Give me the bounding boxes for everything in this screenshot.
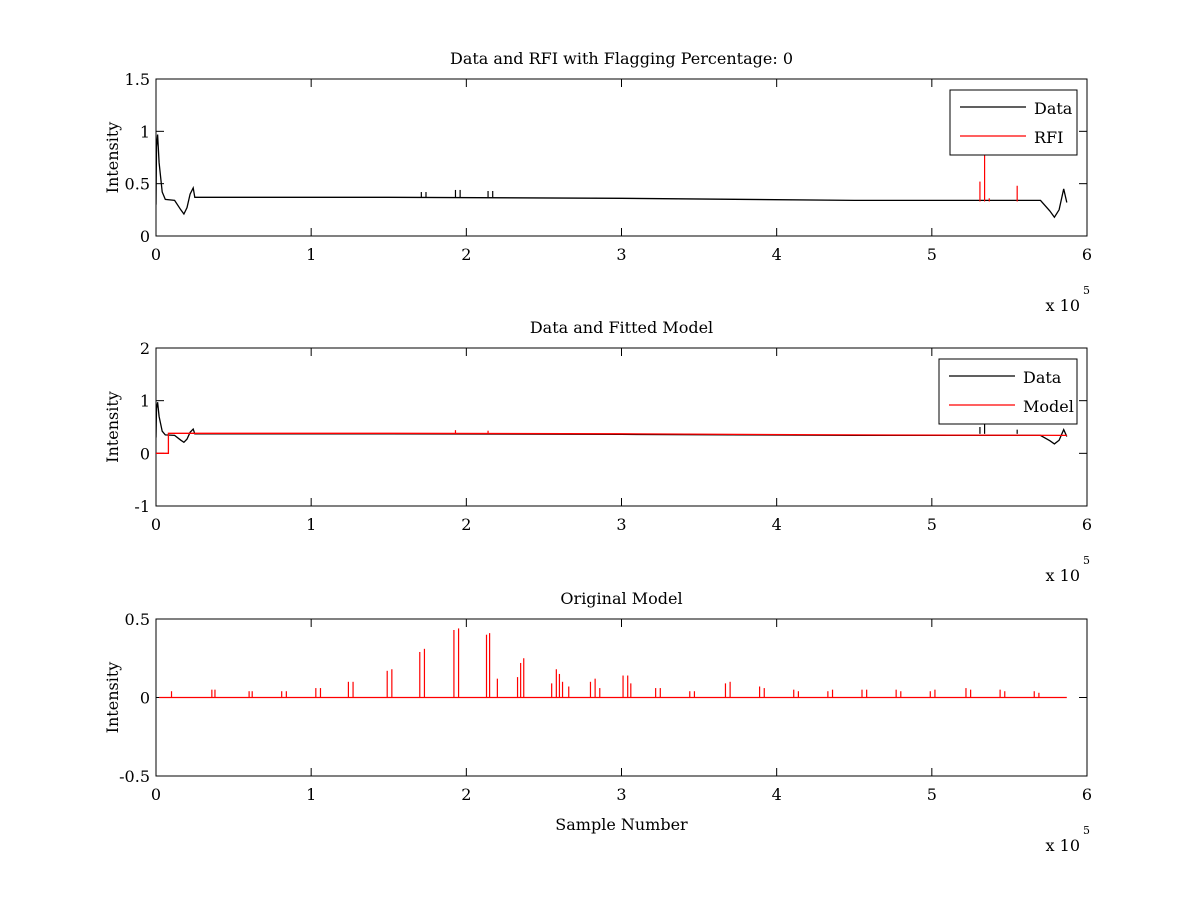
x-axis-label: Sample Number: [555, 815, 688, 834]
subplot-title: Original Model: [560, 589, 682, 608]
y-tick-label: 0.5: [125, 610, 150, 629]
x-exponent-base: x 10: [1046, 566, 1080, 585]
y-tick-label: 1.5: [125, 70, 150, 89]
subplot-title: Data and Fitted Model: [530, 318, 713, 337]
x-tick-label: 5: [927, 515, 937, 534]
legend-label: Model: [1023, 397, 1074, 416]
y-axis-label: Intensity: [103, 391, 122, 463]
legend-label: Data: [1023, 368, 1062, 387]
legend-label: Data: [1034, 99, 1073, 118]
x-tick-label: 2: [461, 515, 471, 534]
x-tick-label: 4: [772, 515, 782, 534]
x-tick-label: 6: [1082, 785, 1092, 804]
axes-box: [155, 78, 1088, 237]
series-line-data: [156, 402, 1068, 445]
x-tick-label: 4: [772, 245, 782, 264]
x-exponent-power: 5: [1083, 824, 1090, 837]
legend: Data Model: [938, 358, 1078, 425]
y-tick-label: 0: [140, 689, 150, 708]
y-axis-label: Intensity: [103, 662, 122, 734]
x-exponent-power: 5: [1083, 284, 1090, 297]
x-tick-label: 0: [151, 515, 161, 534]
x-tick-label: 0: [151, 245, 161, 264]
legend-label: RFI: [1034, 128, 1063, 147]
y-tick-label: -1: [134, 497, 150, 516]
x-tick-label: 6: [1082, 245, 1092, 264]
y-tick-label: 1: [140, 122, 150, 141]
x-exponent-power: 5: [1083, 554, 1090, 567]
x-tick-label: 3: [616, 515, 626, 534]
x-tick-label: 5: [927, 785, 937, 804]
series-line-data: [156, 134, 1068, 219]
y-tick-label: 1: [140, 392, 150, 411]
x-tick-label: 1: [306, 515, 316, 534]
x-tick-label: 3: [616, 785, 626, 804]
x-tick-label: 2: [461, 785, 471, 804]
axes-root: 0 1 2 3 4 5 6 0 0.5 1 1.5 Data and RFI with Flaggin…: [103, 49, 1092, 855]
x-tick-label: 2: [461, 245, 471, 264]
y-tick-label: -0.5: [119, 767, 150, 786]
x-tick-label: 1: [306, 245, 316, 264]
y-tick-label: 0: [140, 227, 150, 246]
x-exponent-base: x 10: [1046, 296, 1080, 315]
x-tick-label: 6: [1082, 515, 1092, 534]
y-axis-label: Intensity: [103, 122, 122, 194]
y-tick-label: 2: [140, 339, 150, 358]
x-tick-label: 0: [151, 785, 161, 804]
x-exponent-base: x 10: [1046, 836, 1080, 855]
x-tick-label: 3: [616, 245, 626, 264]
subplot-title: Data and RFI with Flagging Percentage: 0: [450, 49, 793, 68]
y-tick-label: 0.5: [125, 175, 150, 194]
legend: Data RFI: [949, 89, 1078, 156]
legend-box: [949, 89, 1078, 156]
x-tick-label: 5: [927, 245, 937, 264]
x-tick-label: 1: [306, 785, 316, 804]
plot-area: [159, 628, 1067, 699]
series-line-model: [156, 432, 1067, 454]
subplot-1: 0 1 2 3 4 5 6 0 0.5 1 1.5 Data and RFI with Flaggin…: [103, 49, 1092, 315]
y-tick-label: 0: [140, 444, 150, 463]
axes-box: [155, 347, 1088, 507]
legend-box: [938, 358, 1078, 425]
x-tick-label: 4: [772, 785, 782, 804]
